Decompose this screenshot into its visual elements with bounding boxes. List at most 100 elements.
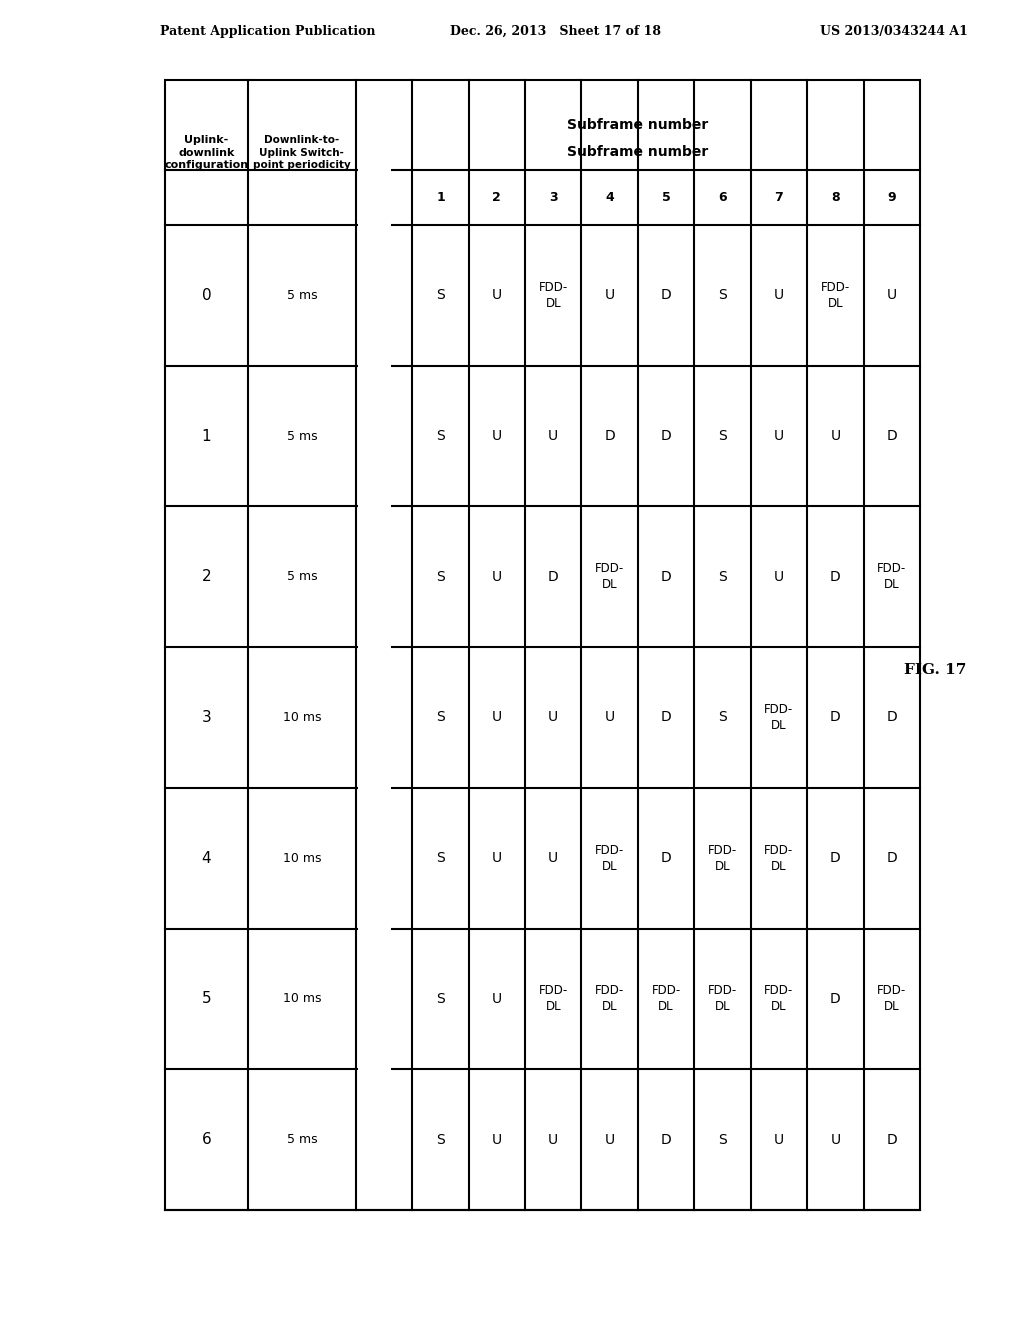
Text: U: U bbox=[492, 288, 502, 302]
Text: D: D bbox=[660, 288, 672, 302]
Text: U: U bbox=[830, 1133, 841, 1147]
Text: U: U bbox=[774, 1133, 784, 1147]
Text: D: D bbox=[379, 991, 389, 1006]
Text: 1: 1 bbox=[202, 429, 211, 444]
Text: S: S bbox=[436, 288, 444, 302]
Text: D: D bbox=[379, 429, 389, 444]
Text: S: S bbox=[718, 570, 727, 583]
Text: FDD-
DL: FDD- DL bbox=[764, 843, 794, 873]
Text: D: D bbox=[830, 570, 841, 583]
Text: D: D bbox=[830, 710, 841, 725]
Text: 5: 5 bbox=[202, 991, 211, 1006]
Text: 5 ms: 5 ms bbox=[287, 289, 317, 302]
Text: 2: 2 bbox=[493, 191, 501, 205]
Text: 5 ms: 5 ms bbox=[287, 570, 317, 583]
Text: 3: 3 bbox=[202, 710, 211, 725]
Text: FDD-
DL: FDD- DL bbox=[764, 704, 794, 733]
Text: 0: 0 bbox=[380, 191, 388, 205]
Text: Subframe number: Subframe number bbox=[567, 145, 709, 160]
Text: 5 ms: 5 ms bbox=[287, 429, 317, 442]
Text: FDD-
DL: FDD- DL bbox=[878, 985, 906, 1014]
Text: FDD-
DL: FDD- DL bbox=[595, 562, 625, 591]
Text: U: U bbox=[492, 570, 502, 583]
Text: Patent Application Publication: Patent Application Publication bbox=[160, 25, 376, 38]
Text: FDD-
DL: FDD- DL bbox=[651, 985, 681, 1014]
Text: Uplink-
downlink
configuration: Uplink- downlink configuration bbox=[165, 135, 249, 170]
Text: D: D bbox=[379, 570, 389, 583]
Text: 5: 5 bbox=[662, 191, 671, 205]
Text: 8: 8 bbox=[831, 191, 840, 205]
Text: U: U bbox=[774, 570, 784, 583]
Text: U: U bbox=[492, 851, 502, 865]
Text: 2: 2 bbox=[202, 569, 211, 585]
Text: 5 ms: 5 ms bbox=[287, 1133, 317, 1146]
Text: D: D bbox=[660, 1133, 672, 1147]
Text: FDD-
DL: FDD- DL bbox=[708, 985, 737, 1014]
Text: U: U bbox=[887, 288, 897, 302]
Text: D: D bbox=[548, 570, 559, 583]
Text: D: D bbox=[660, 851, 672, 865]
Text: U: U bbox=[604, 1133, 614, 1147]
Text: U: U bbox=[604, 288, 614, 302]
Text: U: U bbox=[774, 429, 784, 444]
Text: U: U bbox=[830, 429, 841, 444]
Text: D: D bbox=[379, 1133, 389, 1147]
Text: S: S bbox=[436, 991, 444, 1006]
Text: 0: 0 bbox=[202, 288, 211, 302]
Text: 10 ms: 10 ms bbox=[283, 851, 322, 865]
Text: S: S bbox=[436, 429, 444, 444]
Text: S: S bbox=[436, 851, 444, 865]
Text: S: S bbox=[718, 288, 727, 302]
Text: D: D bbox=[660, 570, 672, 583]
Text: S: S bbox=[718, 429, 727, 444]
Text: FDD-
DL: FDD- DL bbox=[764, 985, 794, 1014]
Text: U: U bbox=[548, 1133, 558, 1147]
Text: FDD-
DL: FDD- DL bbox=[539, 985, 568, 1014]
Text: Downlink-to-
Uplink Switch-
point periodicity: Downlink-to- Uplink Switch- point period… bbox=[253, 135, 351, 170]
Text: U: U bbox=[492, 991, 502, 1006]
Text: 7: 7 bbox=[774, 191, 783, 205]
Text: D: D bbox=[379, 288, 389, 302]
Text: D: D bbox=[379, 851, 389, 865]
Text: U: U bbox=[492, 1133, 502, 1147]
Text: D: D bbox=[660, 429, 672, 444]
Text: FDD-
DL: FDD- DL bbox=[821, 281, 850, 310]
Polygon shape bbox=[358, 82, 391, 1208]
Text: FDD-
DL: FDD- DL bbox=[595, 843, 625, 873]
Text: S: S bbox=[436, 570, 444, 583]
Text: S: S bbox=[718, 1133, 727, 1147]
Text: 1: 1 bbox=[436, 191, 444, 205]
Text: 6: 6 bbox=[718, 191, 727, 205]
Text: U: U bbox=[548, 710, 558, 725]
Text: D: D bbox=[887, 1133, 897, 1147]
Text: U: U bbox=[774, 288, 784, 302]
Text: U: U bbox=[604, 710, 614, 725]
Text: 6: 6 bbox=[202, 1133, 211, 1147]
Text: D: D bbox=[887, 429, 897, 444]
Text: D: D bbox=[379, 710, 389, 725]
Text: FDD-
DL: FDD- DL bbox=[539, 281, 568, 310]
Text: 10 ms: 10 ms bbox=[283, 993, 322, 1006]
Text: S: S bbox=[436, 1133, 444, 1147]
Text: U: U bbox=[548, 851, 558, 865]
Text: FDD-
DL: FDD- DL bbox=[878, 562, 906, 591]
Text: 4: 4 bbox=[202, 850, 211, 866]
Text: U: U bbox=[492, 710, 502, 725]
Text: FDD-
DL: FDD- DL bbox=[595, 985, 625, 1014]
Text: 3: 3 bbox=[549, 191, 558, 205]
Text: D: D bbox=[660, 710, 672, 725]
Text: FIG. 17: FIG. 17 bbox=[904, 663, 967, 677]
Text: S: S bbox=[718, 710, 727, 725]
Text: U: U bbox=[548, 429, 558, 444]
Text: FDD-
DL: FDD- DL bbox=[708, 843, 737, 873]
Text: 10 ms: 10 ms bbox=[283, 711, 322, 723]
Text: S: S bbox=[436, 710, 444, 725]
Text: U: U bbox=[492, 429, 502, 444]
Text: 4: 4 bbox=[605, 191, 614, 205]
Text: D: D bbox=[887, 851, 897, 865]
Text: US 2013/0343244 A1: US 2013/0343244 A1 bbox=[820, 25, 968, 38]
Polygon shape bbox=[358, 82, 918, 168]
Text: D: D bbox=[830, 851, 841, 865]
Text: D: D bbox=[604, 429, 615, 444]
Text: D: D bbox=[887, 710, 897, 725]
